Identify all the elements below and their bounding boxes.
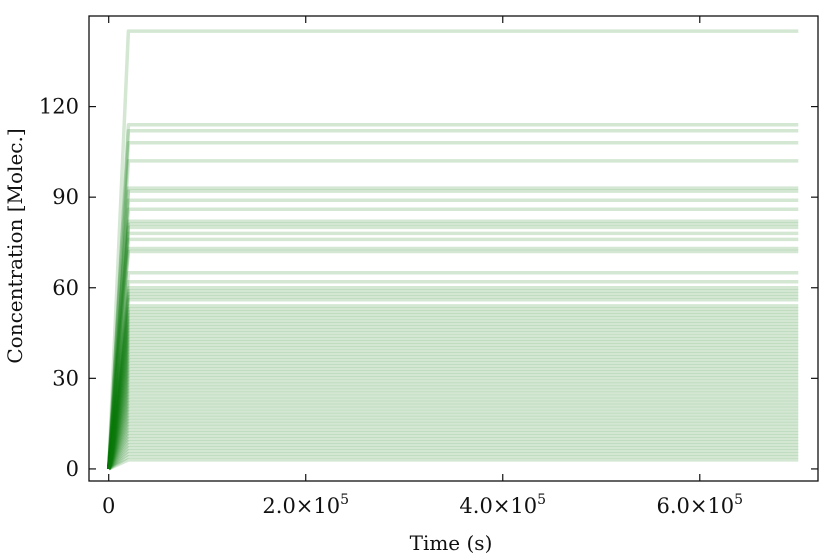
series-line (107, 452, 799, 471)
series-line (106, 352, 799, 470)
series-line (106, 29, 799, 469)
series-line (106, 286, 799, 470)
series-line (106, 361, 799, 470)
series-line (107, 433, 799, 470)
y-tick-label: 0 (66, 457, 79, 481)
series-line (106, 364, 799, 470)
series-line (106, 231, 799, 470)
x-tick-label: 0 (102, 494, 115, 518)
series-line (106, 373, 799, 470)
x-tick-label: 4.0×105 (459, 492, 546, 518)
series-line (106, 331, 799, 470)
y-tick-label: 60 (52, 276, 79, 300)
series-line (106, 219, 799, 470)
series-line (106, 198, 799, 470)
series-line (106, 292, 799, 470)
series-line (107, 406, 799, 470)
series-line (107, 418, 799, 470)
series-line (107, 397, 799, 470)
plot-frame (88, 15, 819, 482)
series-line (106, 189, 799, 470)
x-axis-label: Time (s) (410, 531, 493, 554)
y-tick-label: 90 (52, 185, 79, 209)
y-axis-label: Concentration [Molec.] (3, 128, 27, 363)
series-line (106, 295, 799, 470)
series-line (106, 325, 799, 470)
series-line (107, 403, 799, 470)
series-line (106, 358, 799, 470)
series-line (106, 382, 799, 470)
series-line (107, 415, 799, 470)
series-line (107, 409, 799, 470)
series-line (106, 370, 799, 470)
series-line (106, 186, 799, 470)
series-layer (106, 29, 799, 471)
series-line (107, 412, 799, 470)
series-line (106, 343, 799, 470)
series-line (107, 391, 799, 470)
series-line (106, 355, 799, 470)
series-line (106, 207, 799, 470)
series-line (106, 128, 799, 470)
series-line (107, 388, 799, 470)
series-line (106, 376, 799, 470)
series-line (106, 385, 799, 470)
series-line (106, 249, 799, 470)
series-line (106, 279, 799, 470)
x-ticks: 0 2.0×105 4.0×105 6.0×105 (102, 16, 743, 518)
series-line (106, 141, 799, 470)
series-line (106, 237, 799, 470)
y-tick-label: 30 (52, 366, 79, 390)
series-line (106, 316, 799, 470)
series-line (106, 270, 799, 470)
series-line (106, 313, 799, 470)
series-line (107, 394, 799, 470)
series-line (107, 427, 799, 470)
series-line (106, 289, 799, 470)
series-line (106, 334, 799, 470)
series-line (106, 225, 799, 470)
series-line (106, 122, 799, 469)
series-line (106, 322, 799, 470)
series-line (107, 436, 799, 470)
series-line (107, 430, 799, 470)
y-ticks: 0 30 60 90 120 (39, 95, 818, 481)
x-tick-label: 2.0×105 (262, 492, 349, 518)
series-line (106, 337, 799, 470)
y-tick-label: 120 (39, 95, 79, 119)
series-line (107, 424, 799, 470)
series-line (106, 222, 799, 470)
series-line (106, 246, 799, 470)
series-line (106, 346, 799, 470)
series-line (107, 458, 799, 471)
series-line (107, 421, 799, 470)
series-line (106, 340, 799, 470)
series-line (106, 349, 799, 470)
series-line (106, 379, 799, 470)
series-line (106, 159, 799, 470)
series-line (106, 298, 799, 470)
series-line (107, 449, 799, 471)
series-line (107, 446, 799, 471)
series-line (106, 319, 799, 470)
series-line (107, 455, 799, 471)
series-line (107, 400, 799, 470)
x-tick-label: 6.0×105 (656, 492, 743, 518)
series-line (106, 307, 799, 470)
series-line (107, 443, 799, 471)
series-line (106, 328, 799, 470)
series-line (106, 304, 799, 470)
series-line (106, 367, 799, 470)
series-line (106, 310, 799, 470)
series-line (107, 439, 799, 470)
